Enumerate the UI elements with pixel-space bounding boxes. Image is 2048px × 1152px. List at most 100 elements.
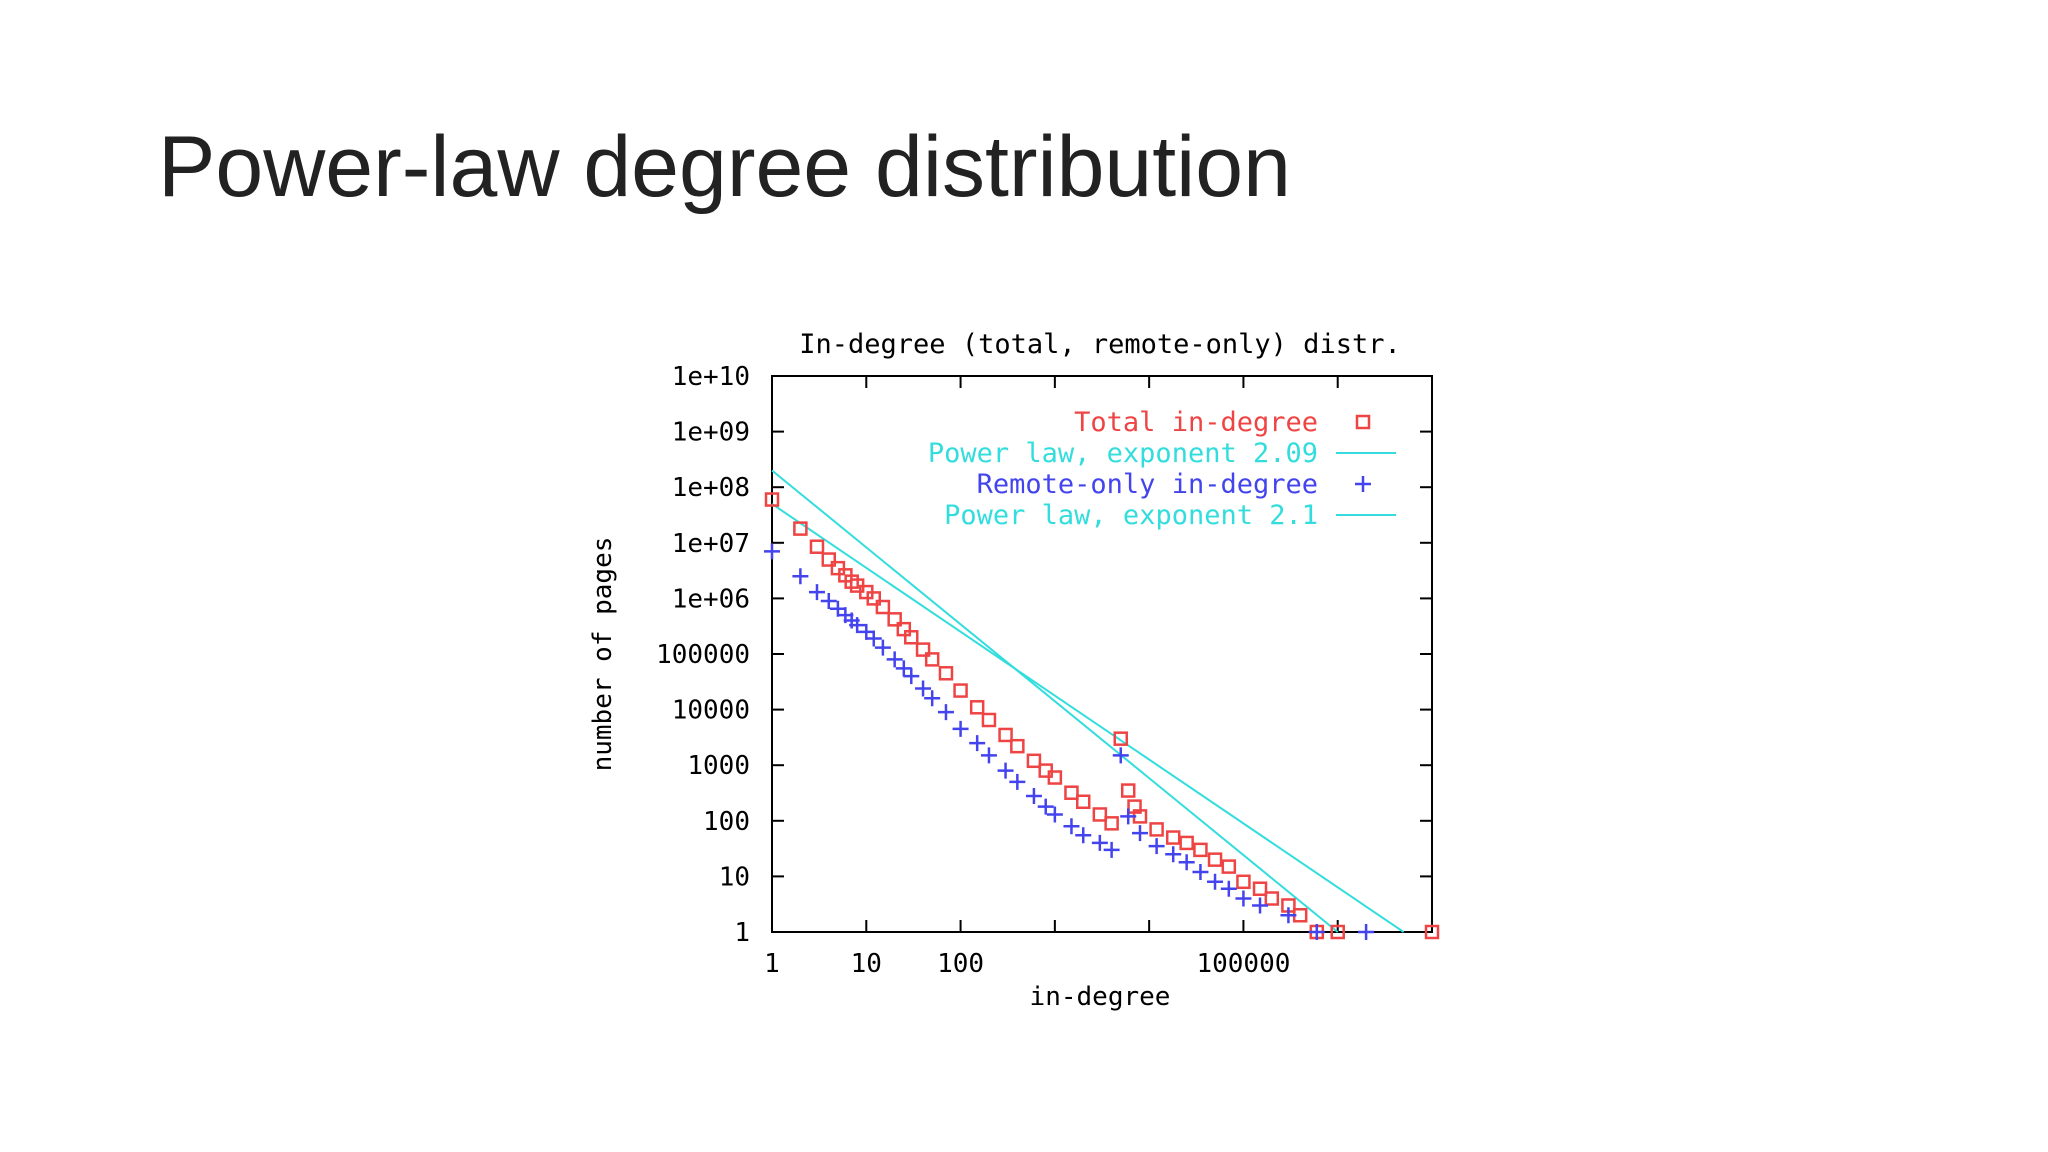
y-tick-label: 10000 bbox=[672, 696, 750, 726]
data-point-plus bbox=[820, 592, 837, 609]
slide-title: Power-law degree distribution bbox=[158, 119, 1291, 215]
data-point-square bbox=[1064, 785, 1079, 800]
data-point-plus bbox=[1025, 787, 1042, 804]
data-point-plus bbox=[997, 762, 1014, 779]
data-point-square bbox=[1193, 842, 1208, 858]
data-point-square bbox=[924, 652, 940, 667]
data-point-plus bbox=[924, 690, 941, 707]
data-point-square bbox=[1264, 891, 1280, 906]
data-point-square bbox=[969, 700, 985, 715]
data-point-square bbox=[1207, 852, 1223, 867]
data-point-plus bbox=[1235, 890, 1252, 907]
x-tick-label: 1 bbox=[764, 949, 780, 979]
data-point-plus bbox=[849, 617, 866, 634]
data-point-plus bbox=[1075, 827, 1092, 844]
y-tick-label: 1e+08 bbox=[672, 473, 750, 503]
y-tick-label: 1e+06 bbox=[672, 584, 750, 614]
data-point-square bbox=[875, 599, 891, 615]
data-point-square bbox=[1236, 874, 1251, 890]
data-point-square bbox=[1047, 770, 1063, 785]
power-law-line bbox=[771, 503, 1405, 933]
x-tick-label: 10 bbox=[851, 949, 882, 979]
data-point-plus bbox=[858, 623, 875, 640]
y-tick-label: 1000 bbox=[687, 751, 750, 781]
data-point-plus bbox=[808, 584, 825, 601]
data-point-plus bbox=[1063, 818, 1080, 835]
data-point-plus bbox=[952, 720, 969, 737]
y-tick-label: 1e+09 bbox=[672, 418, 750, 448]
data-point-square bbox=[998, 727, 1013, 743]
data-point-square bbox=[1010, 738, 1025, 754]
power-law-line bbox=[771, 469, 1339, 933]
x-tick-label: 100 bbox=[937, 949, 984, 979]
data-point-plus bbox=[969, 735, 986, 752]
y-tick-label: 100000 bbox=[656, 640, 750, 670]
data-point-square bbox=[866, 591, 882, 606]
data-point-plus bbox=[874, 639, 891, 656]
data-point-plus bbox=[1178, 854, 1195, 871]
x-tick-label: 100000 bbox=[1196, 949, 1290, 979]
y-tick-label: 1e+07 bbox=[672, 529, 750, 559]
legend-label: Remote-only in-degree bbox=[977, 469, 1318, 500]
data-point-plus bbox=[1037, 798, 1054, 815]
data-point-plus bbox=[1252, 897, 1269, 914]
data-point-plus bbox=[1046, 806, 1063, 823]
data-point-square bbox=[1330, 924, 1345, 940]
data-point-plus bbox=[792, 568, 809, 585]
total-in-degree-points bbox=[764, 492, 1440, 940]
y-tick-label: 10 bbox=[719, 862, 750, 892]
data-point-square bbox=[809, 539, 825, 554]
chart-title: In-degree (total, remote-only) distr. bbox=[799, 329, 1400, 360]
data-point-plus bbox=[1009, 773, 1026, 790]
data-point-square bbox=[1179, 835, 1194, 851]
legend-square-swatch bbox=[1355, 414, 1371, 430]
x-axis-label: in-degree bbox=[1030, 982, 1171, 1012]
data-point-square bbox=[1221, 859, 1237, 874]
data-point-plus bbox=[915, 680, 932, 697]
data-point-square bbox=[887, 612, 902, 627]
legend-plus-swatch bbox=[1355, 476, 1371, 492]
data-point-square bbox=[793, 521, 808, 536]
y-tick-label: 1 bbox=[734, 918, 750, 948]
data-point-square bbox=[821, 552, 837, 567]
data-point-plus bbox=[937, 704, 954, 721]
data-point-square bbox=[1120, 783, 1136, 798]
data-point-plus bbox=[865, 630, 882, 647]
data-point-square bbox=[953, 683, 968, 698]
data-point-square bbox=[1149, 822, 1164, 837]
data-point-plus bbox=[1220, 880, 1237, 897]
data-point-square bbox=[764, 492, 780, 507]
data-point-square bbox=[904, 630, 919, 645]
data-point-plus bbox=[903, 668, 920, 685]
data-point-plus bbox=[1165, 846, 1182, 863]
y-axis-label: number of pages bbox=[588, 537, 618, 772]
y-tick-label: 100 bbox=[703, 807, 750, 837]
data-point-plus bbox=[895, 660, 912, 677]
data-point-square bbox=[1165, 830, 1181, 845]
data-point-plus bbox=[1148, 838, 1165, 855]
data-point-square bbox=[1092, 807, 1108, 822]
data-point-plus bbox=[1103, 841, 1120, 858]
data-point-square bbox=[981, 712, 997, 728]
data-point-square bbox=[1252, 881, 1268, 896]
data-point-plus bbox=[1091, 834, 1108, 851]
data-point-square bbox=[896, 621, 912, 637]
data-point-square bbox=[1424, 924, 1440, 940]
data-point-plus bbox=[1358, 924, 1375, 940]
data-point-plus bbox=[886, 651, 903, 668]
data-point-plus bbox=[1192, 863, 1209, 880]
legend-label: Power law, exponent 2.09 bbox=[928, 438, 1318, 469]
data-point-plus bbox=[1120, 808, 1137, 825]
legend-label: Total in-degree bbox=[1074, 407, 1318, 438]
data-point-plus bbox=[1132, 825, 1149, 842]
data-point-square bbox=[1075, 794, 1091, 810]
data-point-square bbox=[938, 666, 954, 681]
data-point-square bbox=[915, 642, 931, 657]
data-point-plus bbox=[1280, 907, 1297, 924]
data-point-plus bbox=[1207, 873, 1224, 890]
data-point-plus bbox=[980, 747, 997, 764]
data-point-plus bbox=[1308, 924, 1325, 940]
data-point-plus bbox=[764, 543, 780, 560]
